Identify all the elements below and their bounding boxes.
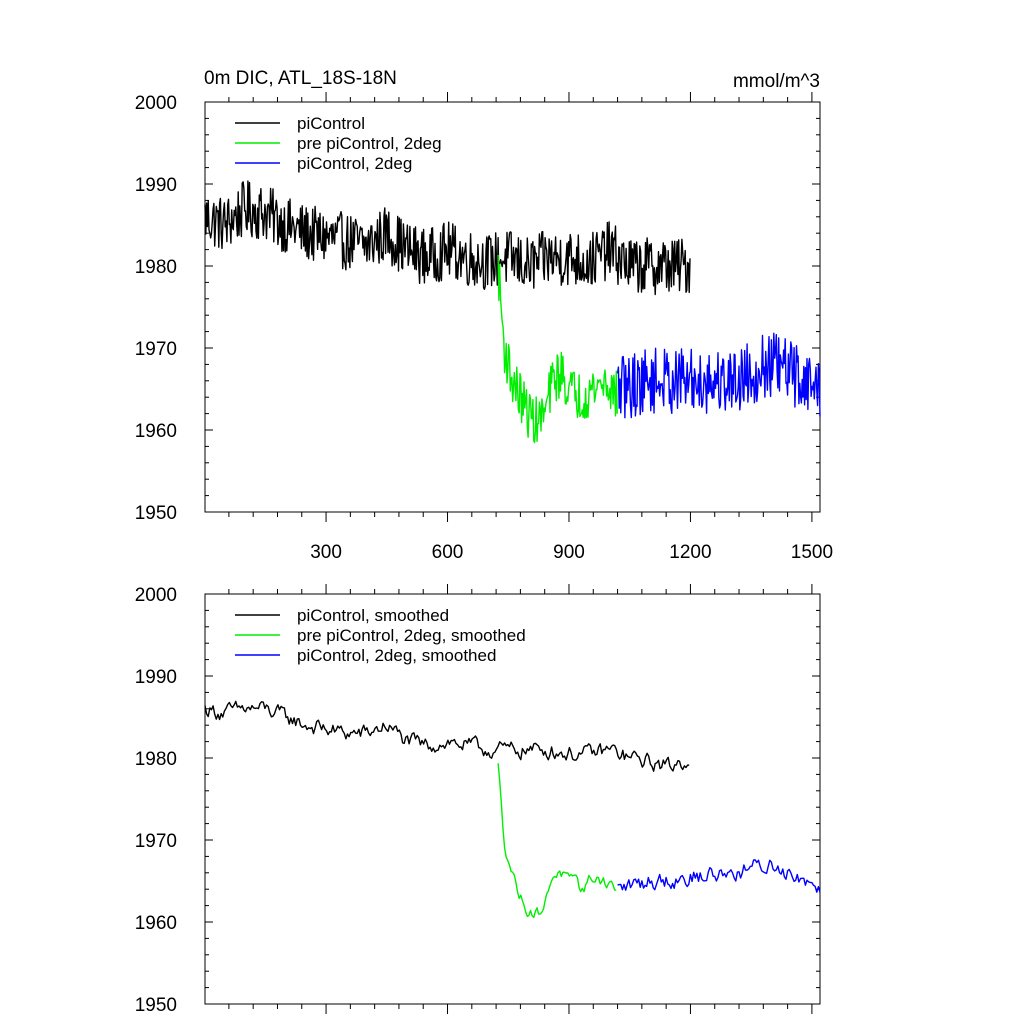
bottom-panel: 1950 1960 1970 1980 1990 2000 piControl, smoot… bbox=[135, 584, 821, 1016]
x-tick-label: 1200 bbox=[669, 542, 711, 563]
series-line-3 bbox=[617, 859, 821, 893]
legend-label: pre piControl, 2deg bbox=[297, 134, 442, 153]
units-label: mmol/m^3 bbox=[733, 71, 820, 92]
y-tick-label: 1950 bbox=[135, 995, 177, 1016]
x-tick-label: 300 bbox=[310, 542, 342, 563]
y-tick-label: 2000 bbox=[135, 585, 177, 606]
plot-frame bbox=[204, 593, 821, 1005]
top-panel: 1950 1960 1970 1980 1990 2000 300 600 900 1200 150… bbox=[135, 92, 833, 563]
legend-label: piControl, smoothed bbox=[297, 606, 449, 625]
legend-label: piControl, 2deg, smoothed bbox=[297, 646, 496, 665]
chart-title: 0m DIC, ATL_18S-18N bbox=[204, 68, 397, 89]
legend-label: piControl bbox=[297, 114, 365, 133]
y-tick-label: 1960 bbox=[135, 421, 177, 442]
y-tick-label: 1980 bbox=[135, 749, 177, 770]
legend-label: pre piControl, 2deg, smoothed bbox=[297, 626, 526, 645]
y-tick-label: 1980 bbox=[135, 257, 177, 278]
y-tick-label: 1990 bbox=[135, 667, 177, 688]
series-line-3 bbox=[616, 332, 821, 419]
legend-label: piControl, 2deg bbox=[297, 154, 412, 173]
series-line-2 bbox=[497, 254, 618, 444]
x-tick-label: 1500 bbox=[791, 542, 833, 563]
y-tick-label: 1970 bbox=[135, 339, 177, 360]
x-tick-label: 600 bbox=[432, 542, 464, 563]
series-line-1 bbox=[204, 700, 690, 772]
y-tick-label: 1990 bbox=[135, 175, 177, 196]
series-line-2 bbox=[497, 763, 617, 918]
series-line-1 bbox=[204, 180, 691, 296]
plot-frame bbox=[204, 101, 821, 513]
y-tick-label: 1950 bbox=[135, 503, 177, 524]
x-tick-label: 900 bbox=[553, 542, 585, 563]
y-tick-label: 1960 bbox=[135, 913, 177, 934]
y-tick-label: 1970 bbox=[135, 831, 177, 852]
y-tick-label: 2000 bbox=[135, 93, 177, 114]
